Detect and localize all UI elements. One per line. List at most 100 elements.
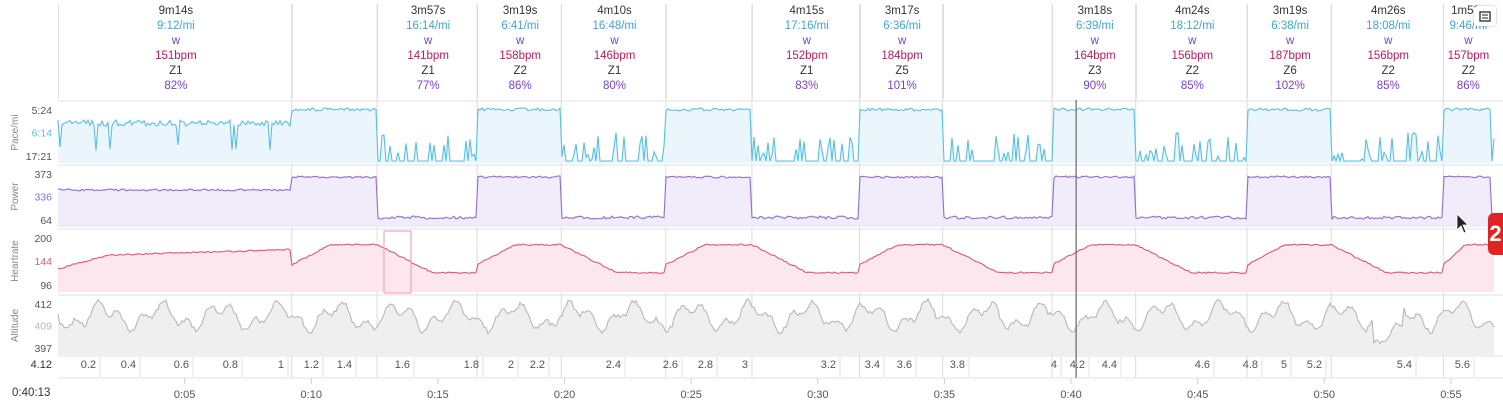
distance-tick-label: 2 [508, 359, 514, 371]
lap-pct: 102% [1275, 80, 1305, 92]
axis-title: Power [10, 182, 21, 211]
time-tick-label: 0:40 [1060, 389, 1081, 401]
lap-pace: 9:12/mi [157, 20, 195, 32]
selection-box[interactable] [383, 230, 412, 294]
distance-tick-label: 0.8 [223, 359, 238, 371]
lap-zone: Z1 [800, 65, 814, 77]
lap-time: 9m14s [158, 5, 194, 17]
pace-line [57, 107, 1495, 164]
lap-pace: 17:16/mi [784, 20, 829, 32]
lap-power: w [610, 35, 619, 47]
lap-time: 4m24s [1175, 5, 1210, 17]
axis-title: Pace/mi [10, 114, 21, 150]
lap-pace: 6:41/mi [501, 20, 540, 32]
distance-tick-label: 3 [742, 359, 748, 371]
lap-hr: 164bpm [1074, 50, 1116, 62]
y-tick-label: 17:21 [26, 151, 52, 163]
lap-summary[interactable] [942, 4, 1054, 99]
lap-zone: Z2 [1461, 65, 1476, 77]
distance-tick-label: 0.2 [81, 359, 96, 371]
lap-power: w [1090, 35, 1099, 47]
distance-tick-label: 3.2 [821, 359, 836, 371]
lap-time: 3m18s [1077, 5, 1113, 17]
time-tick-label: 0:30 [807, 389, 828, 401]
lap-time: 4m10s [597, 5, 632, 17]
lap-zone: Z1 [421, 65, 435, 77]
axis-title: Altitude [10, 308, 21, 342]
y-tick-label: 144 [34, 256, 52, 268]
lap-power: w [1464, 35, 1473, 47]
lap-summary[interactable]: 3m19s 6:38/mi w 187bpm Z6 102% [1247, 4, 1333, 99]
lap-summary[interactable]: 4m26s 18:08/mi w 156bpm Z2 85% [1331, 4, 1445, 99]
lap-hr: 184bpm [881, 50, 923, 62]
lap-hr: 151bpm [155, 50, 197, 62]
lap-hr: 187bpm [1269, 50, 1311, 62]
lap-summary[interactable] [291, 4, 379, 99]
lap-summary[interactable]: 1m53s 9:46/mi w 157bpm Z2 86% [1443, 4, 1493, 99]
lap-zone: Z2 [1185, 65, 1200, 77]
power-line [57, 175, 1495, 221]
time-tick-label: 0:05 [174, 389, 195, 401]
lap-hr: 156bpm [1367, 50, 1410, 62]
heartrate-area [58, 244, 1494, 292]
menu-icon[interactable] [1474, 6, 1496, 26]
time-tick-label: 0:20 [554, 389, 575, 401]
axis-title: Heartrate [10, 240, 21, 282]
distance-tick-label: 1 [278, 359, 284, 371]
distance-tick-label: 0.4 [121, 359, 136, 371]
power-area [58, 176, 1494, 227]
distance-tick-label: 4.8 [1243, 359, 1258, 371]
y-tick-label: 96 [40, 280, 52, 292]
lap-time: 4m26s [1370, 5, 1406, 17]
distance-tick-label: 4.2 [1070, 359, 1085, 371]
lap-summary[interactable]: 4m15s 17:16/mi w 152bpm Z1 83% [751, 4, 861, 99]
y-tick-label: 5:24 [32, 105, 53, 117]
lap-pace: 6:39/mi [1075, 20, 1114, 32]
y-tick-label: 373 [34, 169, 52, 181]
lap-pace: 6:36/mi [883, 20, 921, 32]
lap-power: w [897, 35, 907, 47]
lap-pct: 86% [508, 80, 532, 92]
y-tick-label: 409 [34, 321, 52, 333]
lap-summary[interactable]: 4m10s 16:48/mi w 146bpm Z1 80% [561, 4, 667, 99]
lap-hr: 156bpm [1171, 50, 1214, 62]
distance-tick-label: 4 [1051, 359, 1057, 371]
distance-tick-label: 5.4 [1397, 359, 1412, 371]
distance-tick-label: 5.2 [1307, 359, 1322, 371]
lap-zone: Z1 [169, 65, 183, 77]
lap-pct: 86% [1456, 80, 1480, 92]
lap-power: w [171, 35, 181, 47]
time-tick-label: 0:45 [1187, 389, 1208, 401]
lap-summary[interactable]: 3m17s 6:36/mi w 184bpm Z5 101% [859, 4, 944, 99]
y-tick-label: 200 [34, 233, 52, 245]
lap-summary[interactable] [665, 4, 753, 99]
lap-pct: 85% [1180, 80, 1204, 92]
y-tick-label: 6:14 [32, 128, 53, 140]
y-tick-label: 412 [34, 299, 52, 311]
side-tab[interactable]: 2 [1488, 213, 1503, 255]
lap-summary[interactable]: 9m14s 9:12/mi w 151bpm Z1 82% [58, 4, 293, 99]
distance-tick-label: 3.6 [897, 359, 912, 371]
time-tick-label: 0:55 [1440, 389, 1461, 401]
lap-summary[interactable]: 3m57s 16:14/mi w 141bpm Z1 77% [377, 4, 479, 99]
lap-power: w [1188, 35, 1197, 47]
mouse-pointer-icon [1456, 213, 1469, 234]
distance-tick-label: 5.6 [1455, 359, 1470, 371]
lap-summary[interactable]: 4m24s 18:12/mi w 156bpm Z2 85% [1135, 4, 1249, 99]
time-tick-label: 0:35 [934, 389, 955, 401]
lap-hr: 141bpm [407, 50, 449, 62]
lap-pace: 16:14/mi [406, 20, 451, 32]
lap-pace: 6:38/mi [1271, 20, 1309, 32]
distance-tick-label: 1.2 [304, 359, 319, 371]
lap-hr: 158bpm [499, 50, 541, 62]
heartrate-line [57, 243, 1495, 275]
lap-power: w [423, 35, 433, 47]
lap-zone: Z2 [1381, 65, 1395, 77]
distance-tick-label: 2.8 [698, 359, 713, 371]
time-tick-label: 0:50 [1314, 389, 1335, 401]
lap-pct: 101% [887, 80, 917, 92]
lap-power: w [1384, 35, 1393, 47]
lap-summary[interactable]: 3m18s 6:39/mi w 164bpm Z3 90% [1052, 4, 1137, 99]
